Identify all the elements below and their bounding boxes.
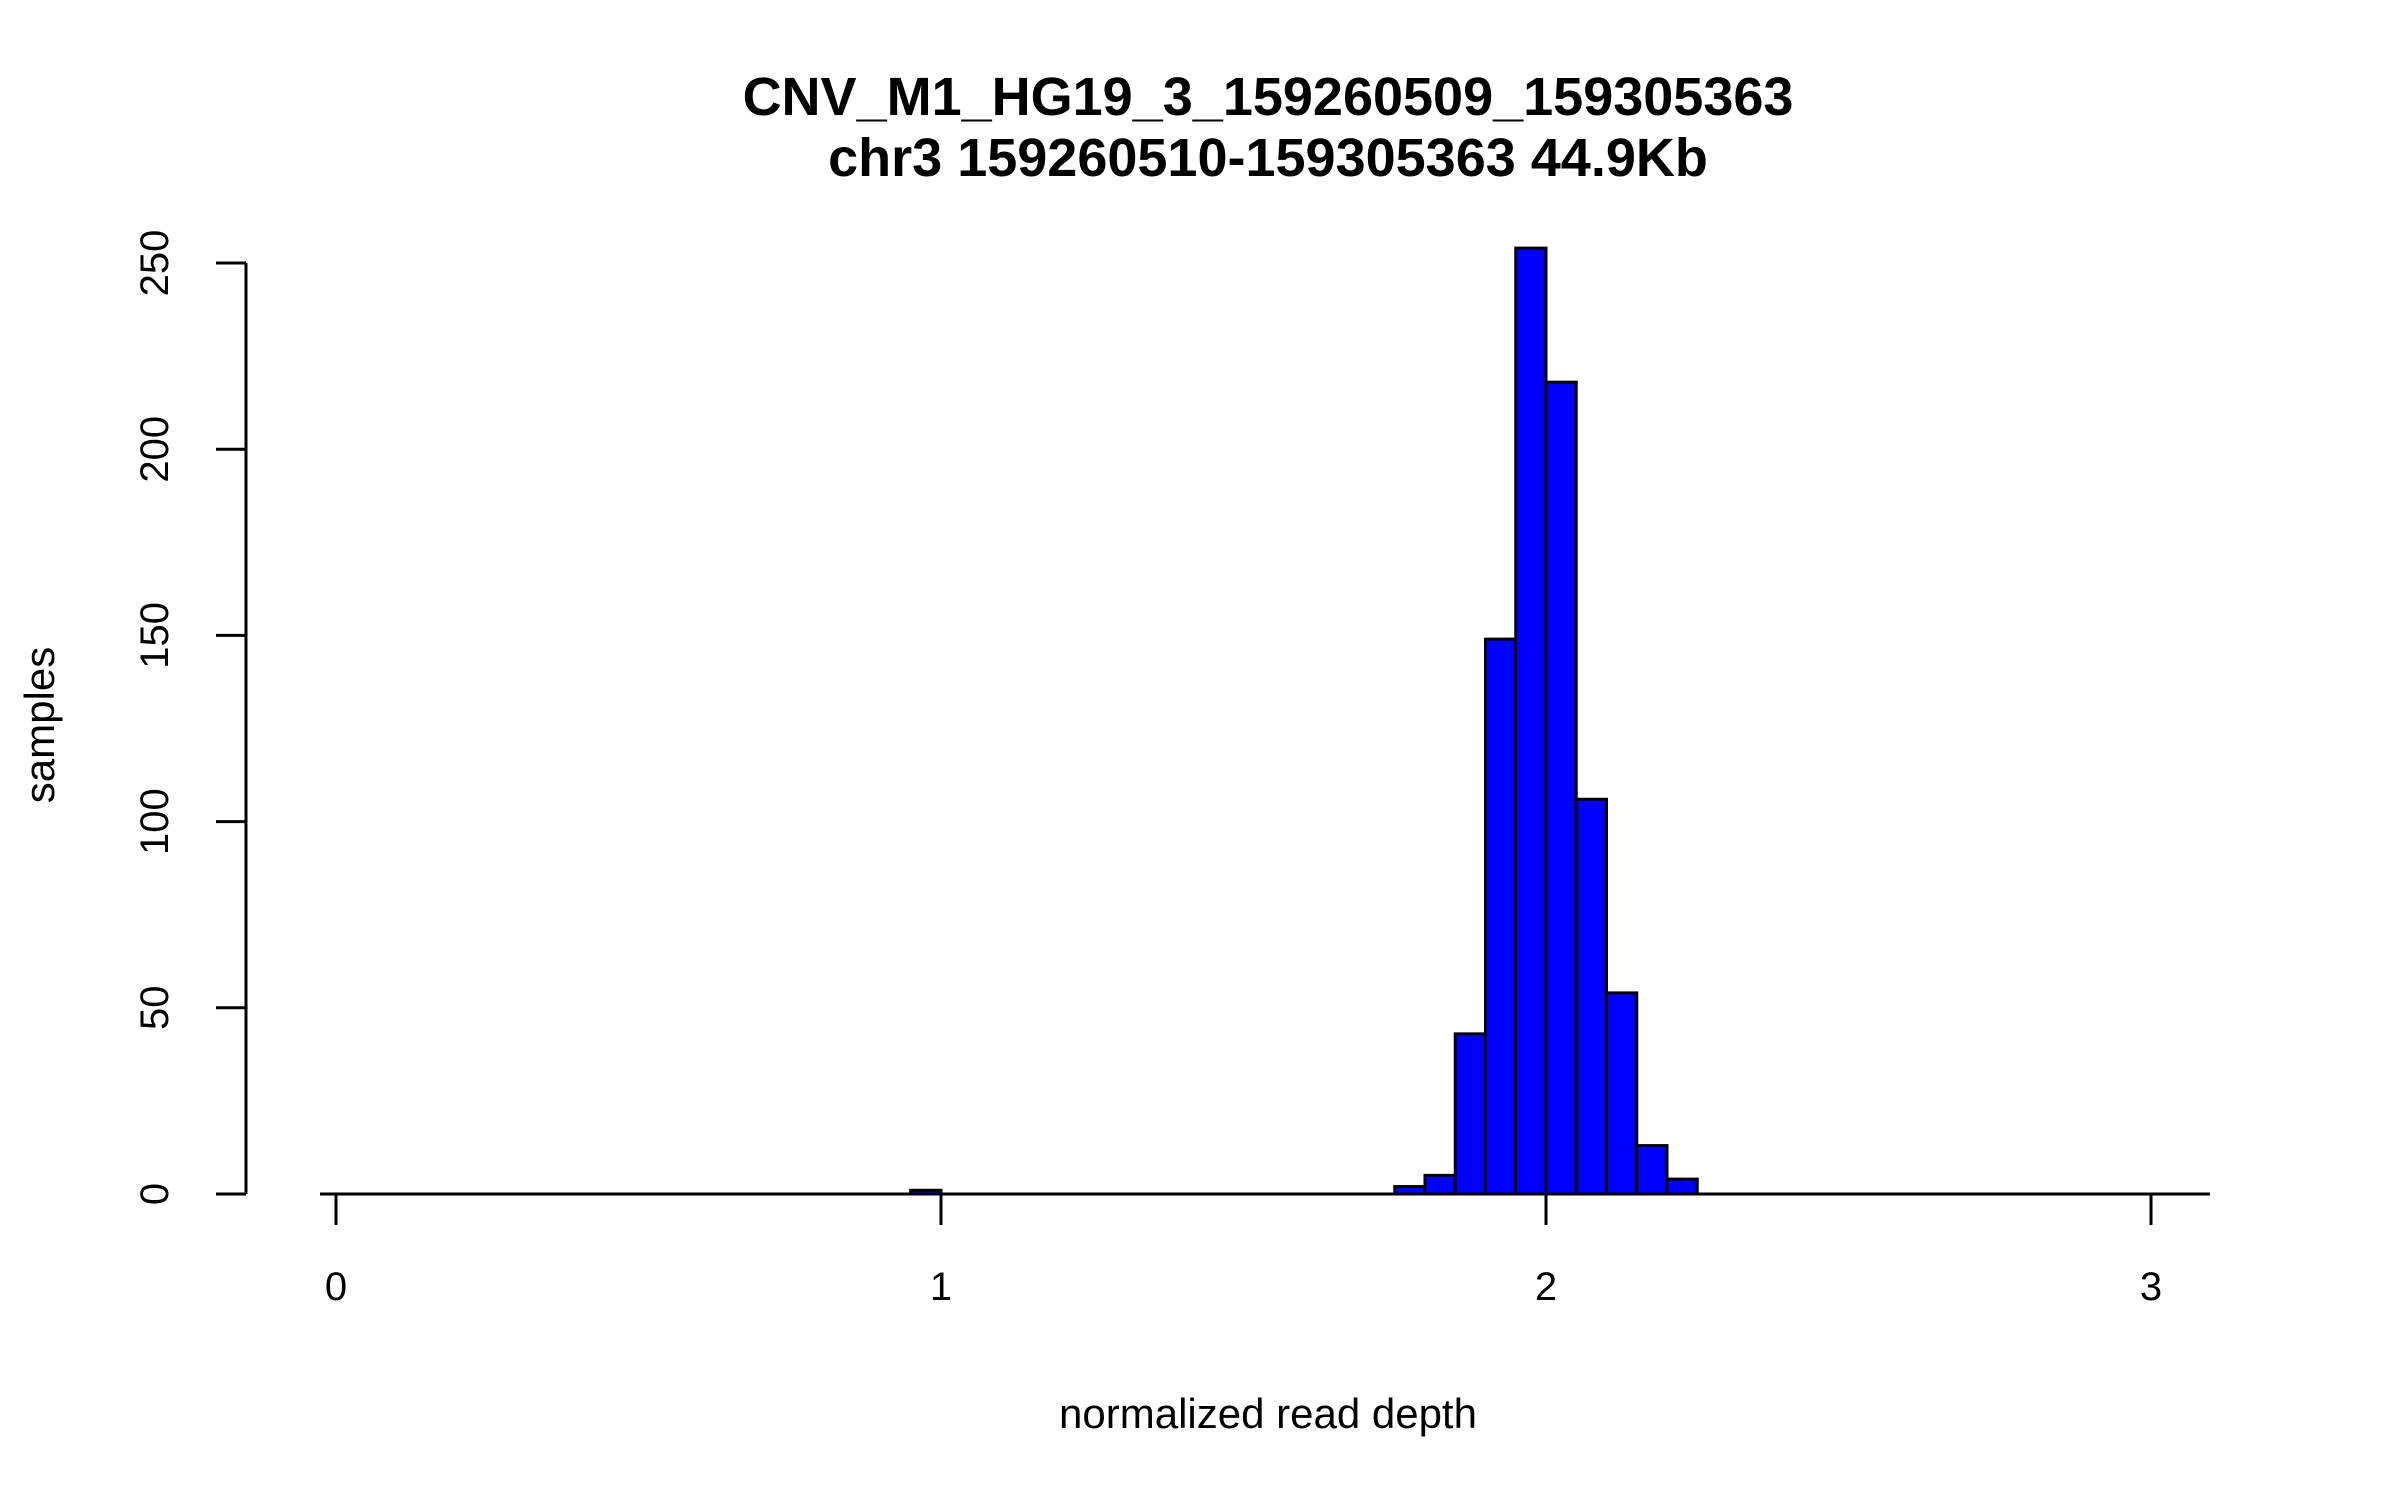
histogram-bar	[1393, 1185, 1427, 1196]
y-tick-label: 50	[133, 986, 177, 1031]
histogram-bar	[1453, 1032, 1487, 1196]
histogram-bar	[1514, 246, 1548, 1196]
y-axis: 0 50 100 150 200 250	[133, 230, 248, 1205]
histogram-bar	[909, 1188, 943, 1196]
x-axis-label: normalized read depth	[1059, 1390, 1477, 1437]
x-tick-label: 1	[930, 1265, 952, 1309]
histogram-bar	[1665, 1177, 1699, 1196]
histogram-bar	[1605, 991, 1639, 1196]
y-tick-label: 250	[133, 230, 177, 297]
y-tick-label: 150	[133, 602, 177, 669]
histogram-bar	[1574, 797, 1608, 1196]
histogram-bar	[1544, 380, 1578, 1196]
bars-group	[909, 246, 1699, 1196]
histogram-bar	[1423, 1173, 1457, 1196]
y-tick-label: 0	[133, 1183, 177, 1205]
x-axis: 0 1 2 3	[325, 1194, 2162, 1309]
y-tick-label: 200	[133, 416, 177, 483]
x-tick-label: 3	[2140, 1265, 2162, 1309]
x-tick-label: 2	[1535, 1265, 1557, 1309]
chart-title: CNV_M1_HG19_3_159260509_159305363	[743, 67, 1794, 127]
chart-subtitle: chr3 159260510-159305363 44.9Kb	[828, 128, 1708, 188]
y-tick-label: 100	[133, 788, 177, 855]
x-tick-label: 0	[325, 1265, 347, 1309]
histogram-bar	[1484, 637, 1518, 1196]
y-axis-label: samples	[16, 647, 63, 803]
histogram-bar	[1635, 1144, 1669, 1196]
